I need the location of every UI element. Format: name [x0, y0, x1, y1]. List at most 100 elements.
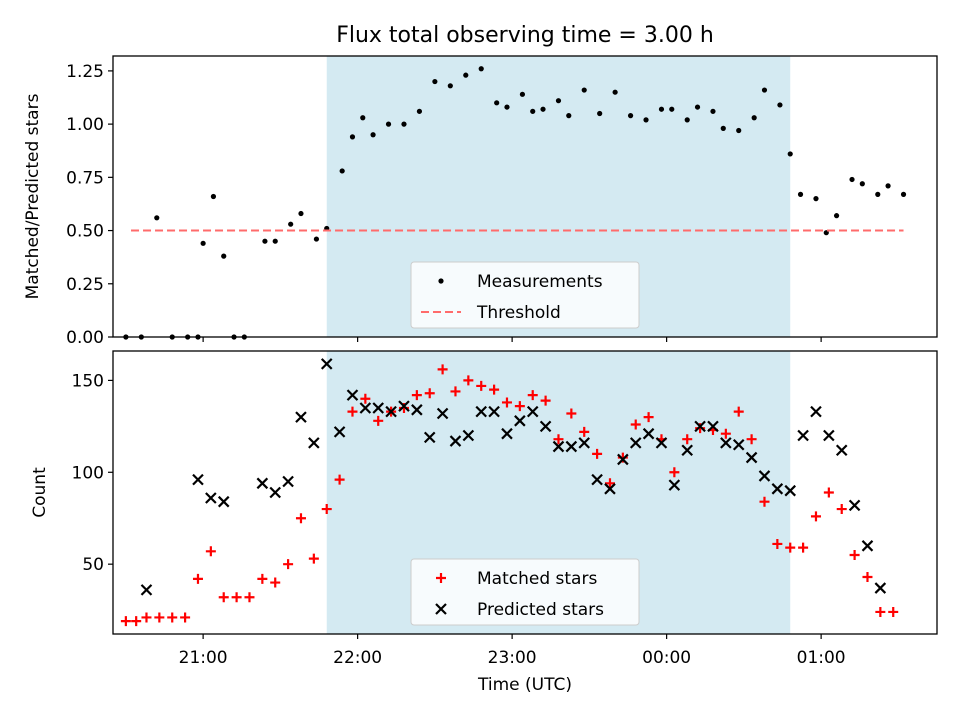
measurement-point — [833, 213, 840, 219]
predicted-star-point — [642, 427, 655, 440]
matched-star-point — [476, 380, 487, 391]
legend-box — [410, 261, 640, 329]
predicted-star-point — [488, 405, 500, 418]
legend-label: Threshold — [476, 303, 561, 323]
measurement-point — [684, 117, 690, 123]
matched-star-point — [167, 612, 178, 623]
predicted-star-point — [810, 405, 822, 418]
measurement-point — [272, 238, 278, 244]
predicted-star-point — [295, 411, 307, 423]
matched-star-point — [244, 592, 255, 603]
matched-star-point — [489, 384, 500, 395]
matched-star-point — [720, 428, 731, 439]
predicted-star-point — [398, 400, 410, 412]
predicted-star-point — [604, 483, 616, 495]
measurement-point — [555, 98, 562, 104]
measurement-point — [262, 238, 268, 244]
measurement-point — [885, 183, 891, 189]
predicted-star-point — [423, 431, 436, 444]
predicted-star-point — [732, 438, 745, 451]
matched-star-point — [849, 549, 860, 560]
matched-star-point — [810, 511, 821, 522]
measurement-point — [478, 66, 484, 72]
measurement-point — [597, 110, 603, 117]
y-tick-label: 150 — [72, 371, 104, 391]
predicted-star-point — [758, 470, 771, 482]
matched-star-point — [772, 538, 783, 549]
matched-star-point — [257, 573, 268, 584]
matched-star-point — [321, 504, 332, 515]
matched-star-point — [283, 559, 294, 570]
measurement-point — [349, 134, 356, 140]
predicted-star-point — [848, 499, 861, 512]
measurement-point — [339, 168, 345, 174]
x-tick-label: 00:00 — [642, 648, 691, 668]
measurement-point — [447, 83, 453, 89]
measurement-point — [751, 115, 757, 121]
predicted-star-point — [629, 437, 642, 449]
predicted-star-point — [308, 437, 320, 449]
predicted-star-point — [565, 440, 578, 453]
y-tick-label: 1.25 — [66, 62, 104, 82]
measurement-point — [288, 221, 294, 227]
matched-star-point — [192, 573, 203, 584]
predicted-star-point — [655, 437, 668, 449]
measurement-point — [900, 191, 907, 197]
legend-label: Measurements — [477, 272, 603, 292]
matched-star-point — [308, 553, 319, 564]
legend-label: Predicted stars — [477, 600, 604, 620]
measurement-point — [797, 191, 804, 197]
matched-star-point — [334, 474, 345, 485]
x-axis-label: Time (UTC) — [477, 675, 572, 695]
y-tick-label: 0.25 — [66, 275, 104, 295]
matched-star-point — [553, 434, 564, 445]
matched-star-point — [141, 612, 152, 623]
measurement-point — [658, 106, 665, 112]
matched-star-point — [540, 395, 551, 406]
predicted-star-point — [501, 427, 513, 440]
predicted-star-point — [681, 444, 694, 457]
predicted-star-point — [359, 402, 372, 414]
measurement-point — [694, 104, 701, 110]
x-tick-label: 22:00 — [333, 648, 382, 668]
matched-star-point — [875, 606, 886, 617]
y-axis-label: Count — [30, 467, 50, 518]
measurement-point — [581, 87, 587, 93]
matched-star-point — [218, 592, 229, 603]
matched-star-point — [566, 408, 577, 419]
predicted-star-point — [320, 358, 333, 370]
matched-star-point — [759, 496, 770, 507]
matched-star-point — [527, 390, 538, 401]
measurement-point — [313, 236, 320, 242]
legend-marker — [435, 603, 447, 615]
predicted-star-point — [217, 495, 230, 508]
x-tick-label: 01:00 — [797, 648, 846, 668]
matched-star-point — [798, 542, 809, 553]
x-tick-label: 23:00 — [488, 648, 537, 668]
measurement-point — [643, 117, 649, 123]
measurement-point — [777, 102, 783, 108]
predicted-star-point — [346, 389, 359, 401]
matched-star-point — [579, 426, 590, 437]
measurement-point — [221, 253, 227, 259]
matched-star-point — [424, 388, 435, 399]
predicted-star-point — [411, 404, 423, 416]
predicted-star-point — [449, 435, 462, 447]
matched-star-point — [347, 406, 358, 417]
measurement-point — [787, 151, 793, 157]
matched-star-point — [360, 393, 371, 404]
measurement-point — [519, 91, 526, 97]
predicted-star-point — [462, 429, 475, 442]
matched-star-point — [604, 478, 615, 489]
measurement-point — [566, 113, 572, 119]
matched-star-point — [373, 415, 384, 426]
measurement-point — [813, 196, 819, 202]
predicted-star-point — [591, 473, 603, 486]
matched-star-point — [205, 546, 216, 557]
matched-star-point — [270, 577, 281, 588]
measurement-point — [875, 191, 881, 197]
predicted-star-point — [436, 407, 449, 420]
matched-star-point — [836, 504, 847, 515]
matched-star-point — [120, 616, 131, 627]
measurement-point — [401, 121, 407, 127]
